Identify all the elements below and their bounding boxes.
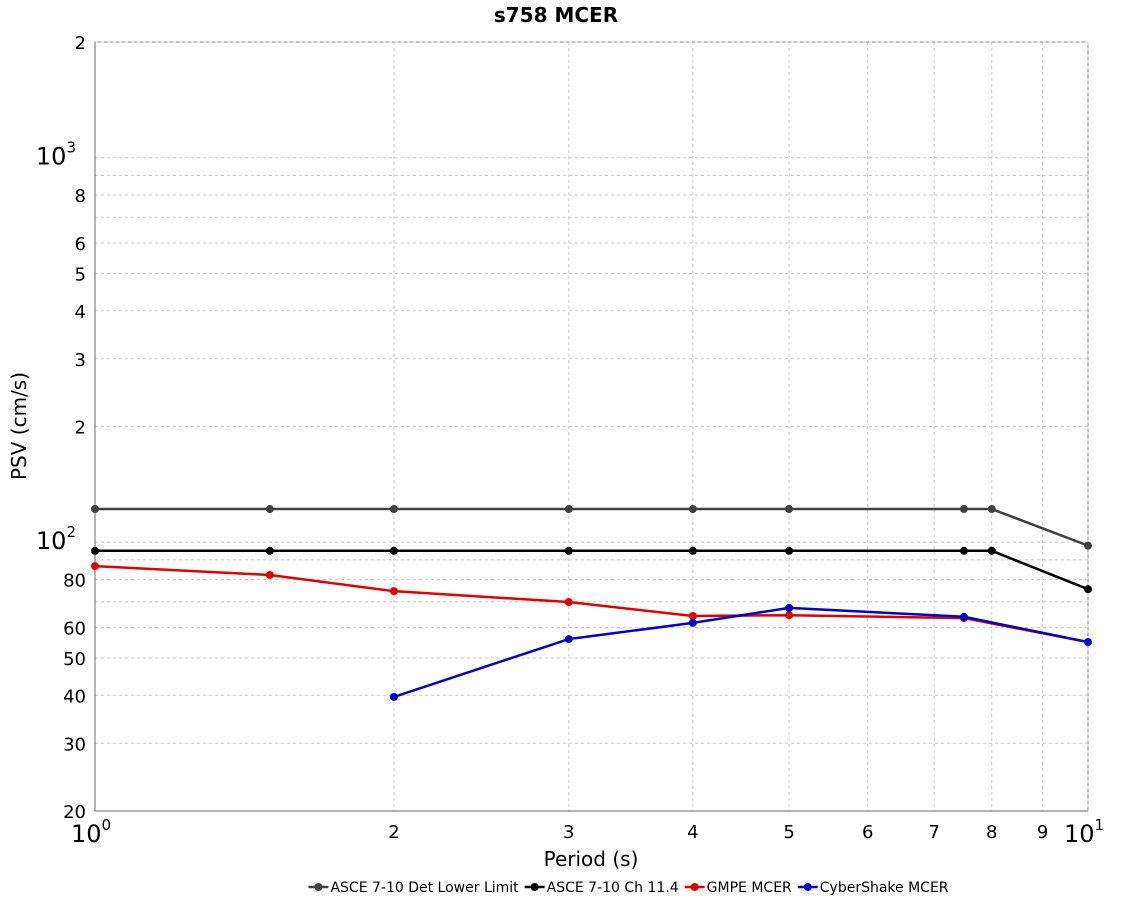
data-point [987,546,996,555]
data-point [564,598,573,607]
data-point [959,546,968,555]
data-point [1084,541,1092,550]
x-tick-label: 5 [783,822,794,843]
y-tick-label: 40 [63,686,86,707]
y-tick-label-base: 8 [75,186,86,207]
data-point [688,618,697,627]
data-point [265,546,274,555]
x-tick-label: 7 [928,822,939,843]
legend-swatch-dot [690,883,699,891]
legend-label: ASCE 7-10 Det Lower Limit [330,880,519,896]
legend-item: CyberShake MCER [797,880,949,896]
data-point [959,612,968,621]
data-point [688,546,697,555]
legend-label: CyberShake MCER [820,880,949,896]
x-tick-label: 101 [1064,816,1104,848]
data-point [564,505,573,514]
legend-swatch-dot [314,883,323,891]
series-line [393,606,1089,699]
y-tick-label: 102 [36,523,76,555]
y-tick-label-base: 2 [75,418,86,439]
data-point [91,505,99,514]
legend-item: ASCE 7-10 Det Lower Limit [308,880,519,896]
x-axis-label: Period (s) [544,847,639,871]
x-tick-label: 6 [862,822,873,843]
y-tick-label: 5 [75,264,86,285]
data-point [785,611,794,620]
y-tick-label: 50 [63,649,86,670]
y-tick-label: 80 [63,571,86,592]
x-tick-label-exp: 0 [102,816,112,834]
data-point [389,587,398,596]
data-point [959,505,968,514]
legend-swatch-dot [803,883,812,891]
y-tick-label-base: 2 [75,33,86,54]
y-tick-label: 60 [63,619,86,640]
x-tick-label: 4 [687,822,698,843]
x-tick-label: 3 [563,822,574,843]
data-point [91,562,99,571]
y-tick-label-exp: 2 [66,523,76,541]
x-tick-label: 2 [388,822,399,843]
data-point [389,546,398,555]
legend-label: ASCE 7-10 Ch 11.4 [547,880,679,896]
y-tick-label: 6 [75,234,86,255]
data-point [987,505,996,514]
data-point [785,603,794,612]
x-tick-label-base: 10 [1064,820,1095,848]
data-point [564,546,573,555]
legend-label: GMPE MCER [707,880,792,896]
y-tick-label-base: 10 [36,143,67,171]
y-tick-label-exp: 3 [66,139,76,157]
series-line [94,564,1089,644]
y-tick-label: 30 [63,734,86,755]
plot-area [94,41,1089,812]
x-tick-label-base: 10 [71,820,102,848]
data-point [265,570,274,579]
data-point [1084,585,1092,594]
y-tick-label: 103 [36,139,76,171]
x-tick-label: 8 [986,822,997,843]
y-axis-label: PSV (cm/s) [7,372,31,480]
data-point [785,546,794,555]
data-point [389,692,398,701]
x-tick-label-exp: 1 [1095,816,1105,834]
legend-item: GMPE MCER [684,880,792,896]
legend-swatch-dot [530,883,539,891]
data-point [91,546,99,555]
y-tick-label-base: 6 [75,234,86,255]
x-tick-label: 100 [71,816,111,848]
y-tick-label: 2 [75,33,86,54]
legend-item: ASCE 7-10 Ch 11.4 [524,880,679,896]
data-point [389,505,398,514]
y-tick-label-base: 4 [75,302,86,323]
y-tick-label: 2 [75,418,86,439]
y-tick-label-base: 3 [75,350,86,371]
chart-title: s758 MCER [494,3,618,27]
data-point [1084,638,1092,647]
data-point [785,505,794,514]
y-tick-label: 8 [75,186,86,207]
data-point [265,505,274,514]
data-point [564,635,573,644]
y-tick-label: 20 [63,802,86,823]
y-tick-label: 4 [75,302,86,323]
y-tick-label-base: 10 [36,527,67,555]
x-tick-label: 9 [1037,822,1048,843]
y-tick-label-base: 5 [75,264,86,285]
data-point [688,505,697,514]
data-point [688,611,697,620]
y-tick-label: 3 [75,350,86,371]
